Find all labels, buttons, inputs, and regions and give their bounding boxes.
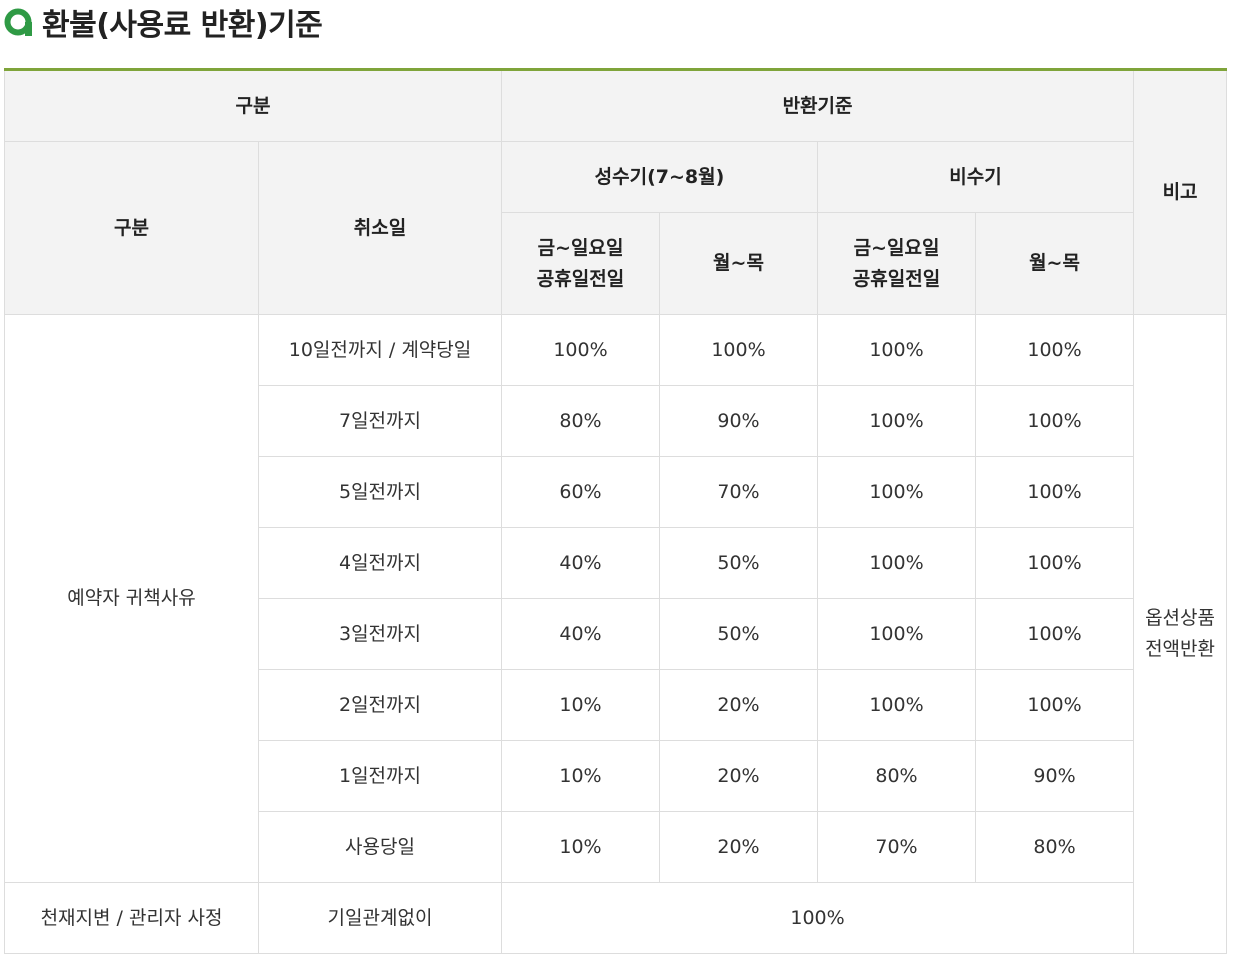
remarks-line2: 전액반환 — [1145, 638, 1215, 660]
remarks-line1: 옵션상품 — [1145, 607, 1215, 629]
off-weekday-cell: 100% — [974, 669, 1135, 741]
remarks-cell: 옵션상품 전액반환 — [1133, 314, 1228, 954]
peak-weekday-cell: 90% — [659, 385, 818, 457]
refund-policy-table: 구분 반환기준 비고 구분 취소일 성수기(7~8월) 비수기 금~일요일 공휴… — [4, 68, 1228, 954]
cancel-day-cell: 10일전까지 / 계약당일 — [258, 314, 502, 386]
header-peak-season: 성수기(7~8월) — [501, 141, 818, 213]
off-weekend-cell: 70% — [817, 811, 976, 883]
peak-weekday-cell: 70% — [659, 456, 818, 528]
page-title: 환불(사용료 반환)기준 — [42, 8, 323, 43]
header-refund-standard: 반환기준 — [500, 69, 1135, 142]
off-weekday-cell: 100% — [974, 385, 1135, 457]
table-row: 1일전까지 10% 20% 80% 90% — [5, 740, 1227, 812]
peak-weekend-cell: 10% — [501, 811, 660, 883]
group-label: 예약자 귀책사유 — [4, 314, 259, 883]
off-weekend-cell: 100% — [817, 314, 976, 386]
force-majeure-category: 천재지변 / 관리자 사정 — [4, 882, 259, 954]
off-weekend-cell: 100% — [817, 669, 976, 741]
peak-weekday-cell: 50% — [659, 527, 818, 599]
cancel-day-cell: 5일전까지 — [258, 456, 502, 528]
off-weekday-cell: 80% — [974, 811, 1135, 883]
peak-weekday-cell: 20% — [659, 669, 818, 741]
off-weekday-cell: 100% — [974, 598, 1135, 670]
peak-weekend-cell: 10% — [501, 740, 660, 812]
table-row: 예약자 귀책사유 10일전까지 / 계약당일 100% 100% 100% 10… — [4, 314, 1228, 954]
peak-weekend-cell: 40% — [501, 527, 660, 599]
peak-weekday-cell: 50% — [659, 598, 818, 670]
peak-weekend-cell: 60% — [501, 456, 660, 528]
force-majeure-day: 기일관계없이 — [258, 882, 502, 954]
off-weekday-cell: 90% — [974, 740, 1135, 812]
table-row: 3일전까지 40% 50% 100% 100% — [5, 598, 1227, 670]
header-off-fri-sun: 금~일요일 공휴일전일 — [817, 212, 976, 315]
cancel-day-cell: 7일전까지 — [258, 385, 502, 457]
header-category: 구분 — [4, 69, 502, 142]
off-weekday-cell: 100% — [974, 314, 1135, 386]
header-peak-fri-sun-line1: 금~일요일 — [537, 236, 624, 259]
table-row: 5일전까지 60% 70% 100% 100% — [5, 456, 1227, 528]
cancel-day-cell: 1일전까지 — [258, 740, 502, 812]
table-row: 4일전까지 40% 50% 100% 100% — [5, 527, 1227, 599]
header-peak-mon-thu: 월~목 — [659, 212, 818, 315]
header-off-season: 비수기 — [816, 141, 1135, 213]
header-peak-fri-sun-line2: 공휴일전일 — [536, 267, 625, 290]
peak-weekend-cell: 80% — [501, 385, 660, 457]
force-majeure-refund: 100% — [500, 882, 1135, 954]
off-weekend-cell: 100% — [817, 385, 976, 457]
header-row-season: 구분 취소일 성수기(7~8월) 비수기 — [4, 141, 1227, 315]
header-row-top: 구분 반환기준 비고 — [4, 69, 1228, 315]
header-off-mon-thu: 월~목 — [974, 212, 1135, 315]
header-sub-category: 구분 — [4, 141, 259, 315]
table-row-force-majeure: 천재지변 / 관리자 사정 기일관계없이 100% — [4, 882, 1227, 954]
off-weekend-cell: 80% — [817, 740, 976, 812]
table-row: 7일전까지 80% 90% 100% 100% — [5, 385, 1227, 457]
green-circle-icon — [4, 8, 32, 36]
off-weekday-cell: 100% — [974, 527, 1135, 599]
peak-weekday-cell: 100% — [659, 314, 818, 386]
off-weekend-cell: 100% — [817, 598, 976, 670]
cancel-day-cell: 4일전까지 — [258, 527, 502, 599]
peak-weekend-cell: 100% — [501, 314, 660, 386]
page-header: 환불(사용료 반환)기준 — [4, 0, 323, 44]
off-weekend-cell: 100% — [817, 456, 976, 528]
header-row-days: 금~일요일 공휴일전일 월~목 금~일요일 공휴일전일 월~목 — [5, 212, 1227, 315]
cancel-day-cell: 사용당일 — [258, 811, 502, 883]
cancel-day-cell: 2일전까지 — [258, 669, 502, 741]
cancel-day-cell: 3일전까지 — [258, 598, 502, 670]
off-weekday-cell: 100% — [974, 456, 1135, 528]
header-peak-fri-sun: 금~일요일 공휴일전일 — [501, 212, 660, 315]
peak-weekend-cell: 40% — [501, 598, 660, 670]
peak-weekday-cell: 20% — [659, 811, 818, 883]
header-remarks: 비고 — [1133, 69, 1228, 315]
peak-weekend-cell: 10% — [501, 669, 660, 741]
header-off-fri-sun-line1: 금~일요일 — [853, 236, 940, 259]
peak-weekday-cell: 20% — [659, 740, 818, 812]
off-weekend-cell: 100% — [817, 527, 976, 599]
header-cancel-day: 취소일 — [258, 141, 502, 315]
header-off-fri-sun-line2: 공휴일전일 — [852, 267, 941, 290]
table-row: 사용당일 10% 20% 70% 80% — [5, 811, 1227, 883]
